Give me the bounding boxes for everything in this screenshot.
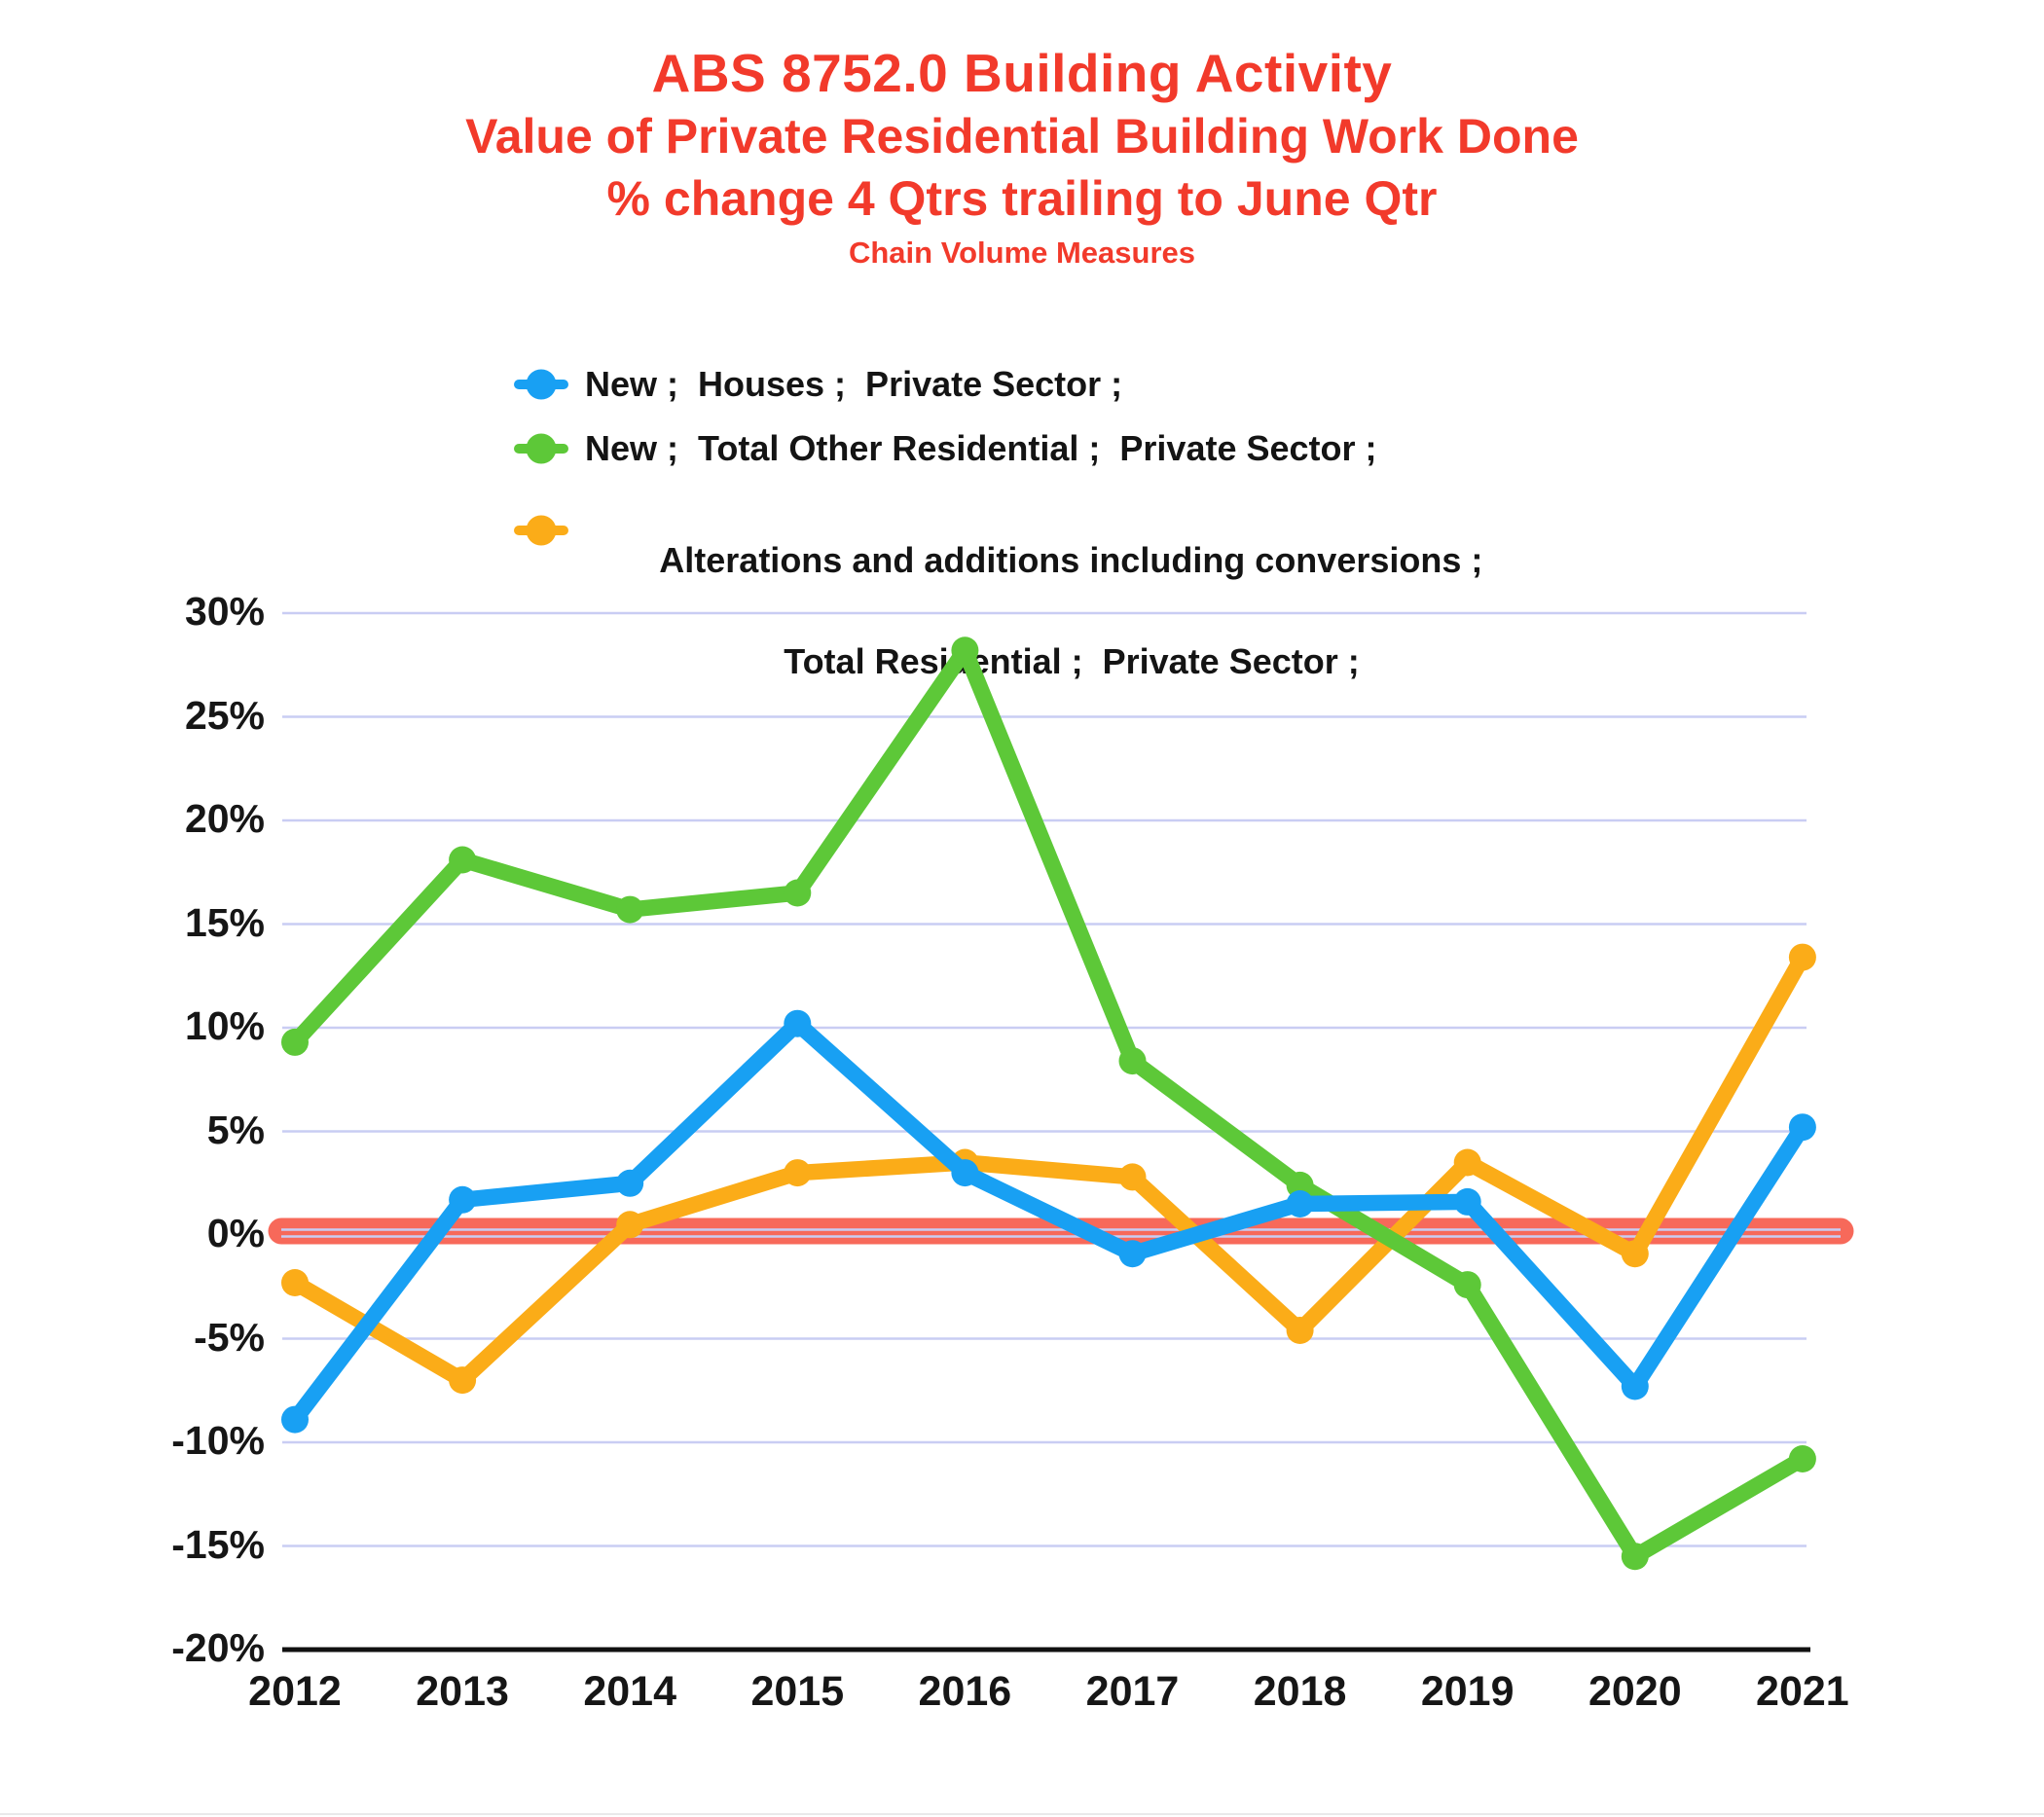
y-tick-label: 5%: [206, 1107, 265, 1152]
x-tick-label: 2021: [1756, 1668, 1849, 1715]
data-point: [1621, 1240, 1649, 1268]
data-point: [1621, 1543, 1649, 1571]
data-point: [449, 846, 477, 874]
x-tick-label: 2014: [583, 1668, 677, 1715]
y-tick-label: -20%: [171, 1625, 265, 1670]
data-point: [449, 1366, 477, 1395]
legend-label-houses: New ; Houses ; Private Sector ;: [585, 364, 1123, 404]
legend-marker-alterations-icon: [514, 526, 568, 535]
data-point: [1286, 1317, 1314, 1344]
data-point: [616, 1211, 644, 1239]
y-tick-label: 15%: [184, 899, 265, 945]
data-point: [1118, 1240, 1147, 1268]
data-point: [784, 879, 812, 907]
data-point: [281, 1028, 309, 1056]
legend-label-alterations-line1: Alterations and additions including conv…: [659, 540, 1483, 580]
x-tick-label: 2013: [416, 1668, 509, 1715]
y-tick-label: 0%: [206, 1211, 265, 1255]
chart-title-block: ABS 8752.0 Building Activity Value of Pr…: [0, 41, 2044, 274]
x-tick-label: 2020: [1588, 1668, 1682, 1715]
data-point: [281, 1405, 309, 1434]
data-point: [616, 895, 644, 924]
legend-label-other-residential: New ; Total Other Residential ; Private …: [585, 428, 1377, 468]
bottom-divider: [0, 1813, 2044, 1815]
data-point: [1118, 1047, 1147, 1075]
x-tick-label: 2019: [1420, 1668, 1515, 1715]
data-point: [1621, 1372, 1649, 1400]
y-tick-label: -10%: [171, 1418, 265, 1463]
data-point: [281, 1269, 309, 1296]
other-residential-line: [286, 642, 1811, 1565]
y-tick-label: -15%: [171, 1521, 265, 1567]
legend-marker-other-residential-icon: [514, 444, 568, 454]
data-point: [1453, 1187, 1481, 1216]
data-point: [784, 1009, 812, 1037]
x-tick-label: 2016: [918, 1668, 1012, 1715]
data-point: [1788, 1445, 1816, 1472]
legend-marker-houses-icon: [514, 380, 568, 389]
data-point: [616, 1169, 644, 1197]
chart-subtitle: Value of Private Residential Building Wo…: [465, 109, 1579, 164]
data-point: [1118, 1163, 1147, 1191]
data-point: [449, 1185, 477, 1214]
y-tick-label: 25%: [184, 692, 265, 738]
x-tick-label: 2012: [248, 1668, 342, 1715]
houses-line: [286, 1015, 1811, 1428]
x-tick-label: 2015: [750, 1668, 845, 1715]
y-tick-label: 10%: [184, 1003, 265, 1048]
data-point: [1453, 1148, 1481, 1177]
chart-subtitle-2: % change 4 Qtrs trailing to June Qtr: [606, 171, 1438, 226]
alterations-line: [286, 949, 1811, 1389]
chart-subtitle-3: Chain Volume Measures: [848, 236, 1196, 270]
data-point: [1286, 1190, 1314, 1217]
data-point: [951, 1159, 979, 1187]
y-tick-label: 20%: [184, 796, 265, 841]
y-tick-label: 30%: [184, 589, 265, 634]
y-tick-label: -5%: [194, 1314, 265, 1360]
x-tick-label: 2017: [1085, 1668, 1180, 1715]
data-point: [951, 636, 979, 665]
data-point: [1788, 943, 1816, 971]
chart-title: ABS 8752.0 Building Activity: [651, 43, 1393, 103]
x-tick-label: 2018: [1253, 1668, 1347, 1715]
data-point: [1453, 1271, 1481, 1299]
data-point: [1788, 1113, 1816, 1142]
data-point: [784, 1159, 812, 1187]
